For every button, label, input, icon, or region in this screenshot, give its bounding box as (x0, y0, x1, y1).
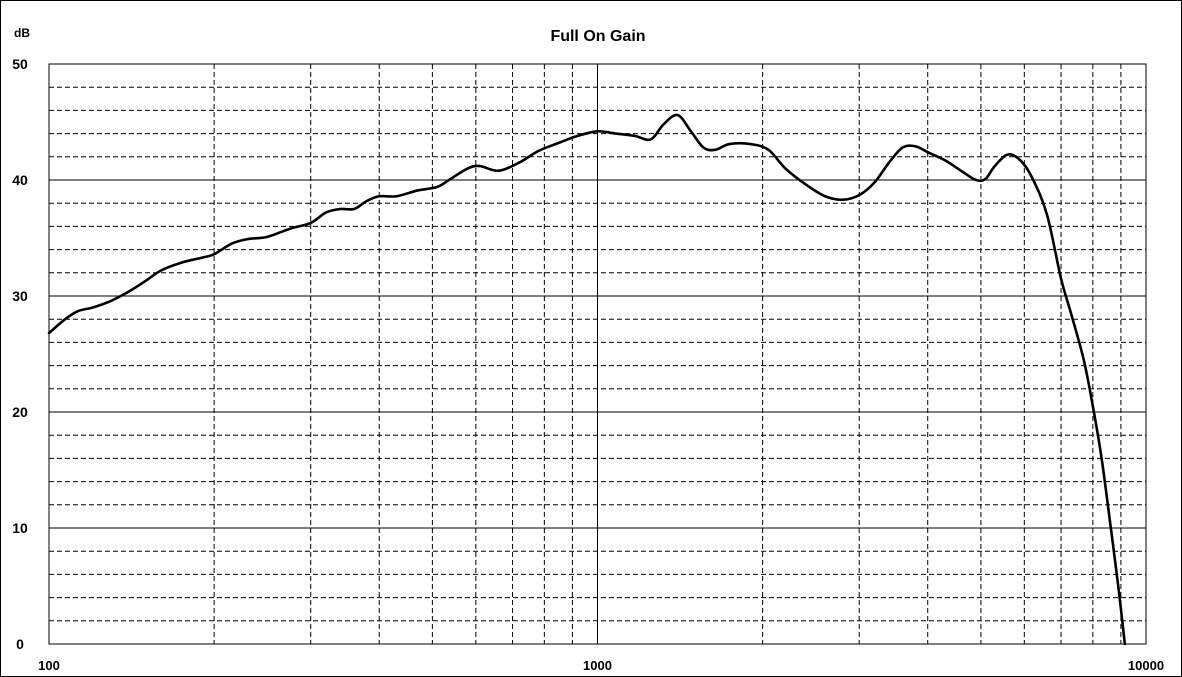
x-tick-label: 100 (38, 658, 60, 673)
y-tick-label: 10 (12, 520, 28, 536)
y-tick-label: 20 (12, 404, 28, 420)
y-tick-label: 40 (12, 172, 28, 188)
major-gridlines (49, 64, 1146, 644)
y-tick-label: 0 (16, 636, 24, 652)
y-tick-label: 50 (12, 56, 28, 72)
y-tick-label: 30 (12, 288, 28, 304)
full-on-gain-series-line (47, 113, 1127, 646)
x-tick-label: 1000 (583, 658, 612, 673)
y-axis-unit-label: dB (14, 26, 30, 40)
x-axis-ticks: 100 1000 10000 (38, 658, 1164, 673)
x-tick-label: 10000 (1128, 658, 1164, 673)
chart-title: Full On Gain (550, 28, 645, 45)
plot-area-border (48, 63, 1147, 645)
y-axis-ticks: 0 10 20 30 40 50 (12, 56, 28, 652)
